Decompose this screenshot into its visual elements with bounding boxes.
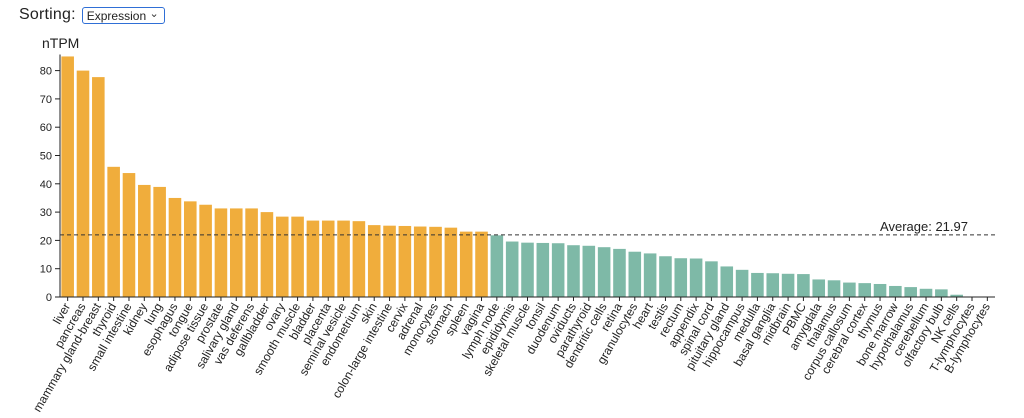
bar[interactable] xyxy=(567,245,580,297)
bar[interactable] xyxy=(873,283,887,297)
bars xyxy=(61,56,994,298)
y-tick-label: 30 xyxy=(40,207,52,219)
bar[interactable] xyxy=(138,184,151,297)
bar[interactable] xyxy=(858,283,871,297)
y-tick-label: 60 xyxy=(40,122,52,134)
bar[interactable] xyxy=(337,220,350,297)
average-line-group: Average: 21.97 xyxy=(60,219,995,236)
sorting-select-value: Expression xyxy=(86,8,147,23)
bar[interactable] xyxy=(275,216,289,297)
bar[interactable] xyxy=(306,220,320,297)
y-tick-label: 10 xyxy=(40,264,52,276)
bar[interactable] xyxy=(812,279,826,297)
bar[interactable] xyxy=(153,186,166,297)
bar[interactable] xyxy=(781,273,795,297)
bar[interactable] xyxy=(229,208,243,297)
bar[interactable] xyxy=(919,288,933,297)
bar[interactable] xyxy=(352,221,366,297)
bar[interactable] xyxy=(613,248,626,297)
bar[interactable] xyxy=(429,226,442,297)
y-axis: 0 10 20 30 40 50 60 70 80 xyxy=(40,54,61,304)
y-tick-label: 70 xyxy=(40,94,52,106)
bar[interactable] xyxy=(413,226,427,297)
bar[interactable] xyxy=(367,225,381,297)
y-tick-label: 40 xyxy=(40,179,52,191)
bar[interactable] xyxy=(597,247,611,297)
bar[interactable] xyxy=(107,166,120,297)
bar[interactable] xyxy=(889,285,902,297)
bar[interactable] xyxy=(168,197,182,297)
bar[interactable] xyxy=(689,258,703,297)
bar[interactable] xyxy=(950,294,963,297)
bar[interactable] xyxy=(766,273,780,297)
bar[interactable] xyxy=(214,208,228,297)
bar[interactable] xyxy=(935,289,948,297)
chevron-down-icon: ⌄ xyxy=(149,7,159,20)
y-axis-label: nTPM xyxy=(42,35,79,51)
y-tick-label: 20 xyxy=(40,235,52,247)
bar[interactable] xyxy=(628,251,642,297)
bar[interactable] xyxy=(735,269,749,297)
bar[interactable] xyxy=(827,280,841,297)
bar[interactable] xyxy=(720,266,734,297)
bar[interactable] xyxy=(321,220,335,297)
bar[interactable] xyxy=(521,242,534,297)
bar[interactable] xyxy=(551,243,565,297)
sorting-control: Sorting: Expression ⌄ xyxy=(19,6,165,24)
bar[interactable] xyxy=(659,256,672,297)
bar[interactable] xyxy=(475,231,488,297)
bar[interactable] xyxy=(184,201,197,297)
bar[interactable] xyxy=(490,235,504,297)
bar[interactable] xyxy=(291,216,304,297)
bar[interactable] xyxy=(383,225,396,297)
y-tick-label: 50 xyxy=(40,151,52,163)
bar[interactable] xyxy=(245,208,258,297)
average-label: Average: 21.97 xyxy=(880,219,968,234)
bar[interactable] xyxy=(797,274,810,297)
bar[interactable] xyxy=(643,253,657,297)
bar[interactable] xyxy=(582,245,596,297)
bar[interactable] xyxy=(260,212,274,297)
bar[interactable] xyxy=(751,272,764,297)
y-tick-label: 80 xyxy=(40,66,52,78)
bar[interactable] xyxy=(843,282,856,297)
bar[interactable] xyxy=(92,77,105,297)
bar[interactable] xyxy=(705,261,718,297)
bar[interactable] xyxy=(76,70,90,297)
y-tick-label: 0 xyxy=(46,292,52,304)
bar[interactable] xyxy=(459,231,473,297)
bar[interactable] xyxy=(61,56,74,298)
bar[interactable] xyxy=(444,227,458,297)
bar[interactable] xyxy=(536,242,550,297)
sorting-select[interactable]: Expression ⌄ xyxy=(81,6,165,24)
bar[interactable] xyxy=(398,225,412,297)
bar[interactable] xyxy=(674,258,688,297)
bar[interactable] xyxy=(904,287,917,297)
sorting-label: Sorting: xyxy=(19,6,76,23)
bar[interactable] xyxy=(199,204,212,297)
bar[interactable] xyxy=(122,173,136,297)
bar[interactable] xyxy=(505,241,519,297)
